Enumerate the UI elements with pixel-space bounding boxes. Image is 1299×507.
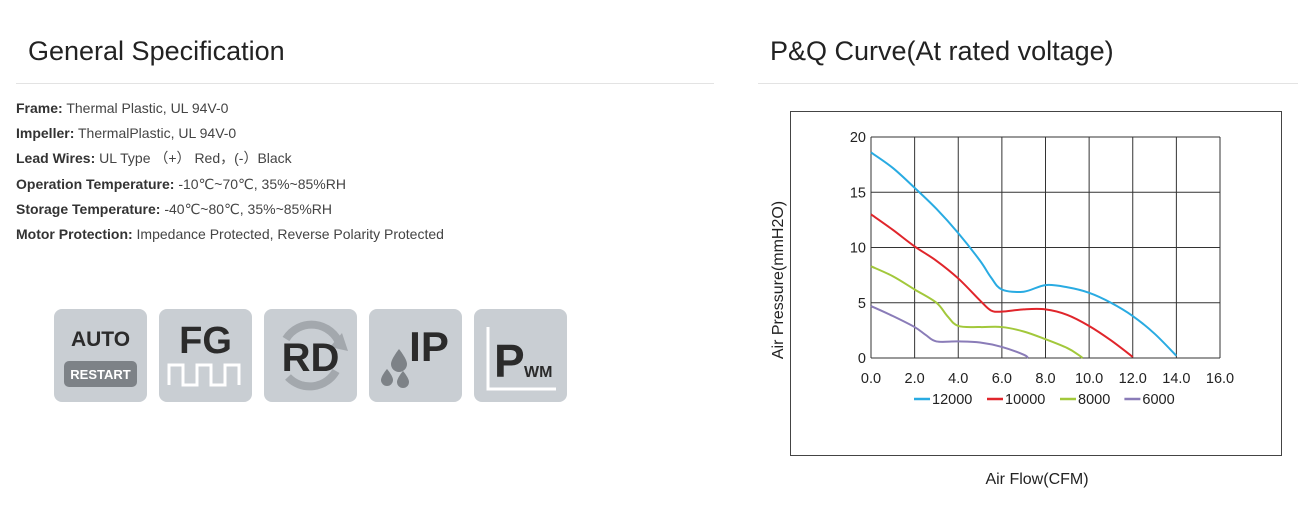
curve-divider: [758, 83, 1298, 84]
spec-divider: [16, 83, 714, 84]
ip-protection-icon: IP: [369, 309, 462, 402]
spec-row-operation-temperature: Operation Temperature: -10℃~70℃, 35%~85%…: [16, 174, 444, 199]
restart-plate: [64, 361, 137, 387]
pq-curve-chart: 0 5 10 15 20 0.0 2.0 4.0 6.0 8.0 10.0 12.0 14.0 16.0…: [770, 130, 1234, 488]
auto-restart-icon: AUTO RESTART: [54, 309, 147, 402]
y-tick-labels: 0 5 10 15 20: [850, 130, 866, 367]
spec-key: Storage Temperature:: [16, 200, 161, 217]
spec-key: Lead Wires:: [16, 150, 96, 167]
series-line-10000: [870, 213, 1134, 358]
legend-label-10000: 10000: [1005, 392, 1045, 408]
legend-label-8000: 8000: [1078, 392, 1110, 408]
spec-key: Motor Protection:: [16, 225, 133, 242]
series-line-8000: [870, 265, 1084, 359]
water-drop-small-icon: [381, 369, 393, 386]
chart-series: [870, 151, 1178, 359]
restart-text: RESTART: [70, 367, 130, 382]
y-tick-label: 15: [850, 185, 866, 201]
x-tick-label: 8.0: [1035, 371, 1055, 387]
x-tick-label: 14.0: [1162, 371, 1190, 387]
x-tick-label: 6.0: [992, 371, 1012, 387]
chart-grid: [870, 136, 1221, 359]
x-tick-label: 16.0: [1206, 371, 1234, 387]
feature-badges: AUTO RESTART FG RD IP P W: [54, 309, 567, 402]
y-tick-label: 5: [858, 296, 866, 312]
x-tick-label: 12.0: [1119, 371, 1147, 387]
y-axis-label: Air Pressure(mmH2O): [770, 201, 787, 359]
rd-rotation-detect-icon: RD: [264, 309, 357, 402]
series-line-12000: [870, 151, 1178, 357]
spec-row-frame: Frame: Thermal Plastic, UL 94V-0: [16, 98, 444, 123]
spec-value: Thermal Plastic, UL 94V-0: [62, 100, 229, 116]
spec-value: Impedance Protected, Reverse Polarity Pr…: [132, 225, 444, 242]
x-tick-label: 2.0: [905, 371, 925, 387]
spec-value: -10℃~70℃, 35%~85%RH: [174, 175, 346, 192]
rd-text: RD: [282, 336, 340, 380]
x-tick-labels: 0.0 2.0 4.0 6.0 8.0 10.0 12.0 14.0 16.0: [861, 371, 1234, 387]
pulse-wave: [167, 363, 241, 387]
x-axis-label: Air Flow(CFM): [985, 471, 1088, 488]
auto-text: AUTO: [71, 328, 130, 351]
water-drop-icon: [391, 349, 407, 372]
rotation-arc-bottom: [285, 368, 340, 391]
legend-label-6000: 6000: [1142, 392, 1174, 408]
arrow-head: [330, 333, 348, 351]
series-line-6000: [870, 305, 1029, 359]
spec-key: Frame:: [16, 100, 63, 116]
spec-row-motor-protection: Motor Protection: Impedance Protected, R…: [16, 224, 444, 249]
spec-list: Frame: Thermal Plastic, UL 94V-0 Impelle…: [16, 98, 444, 249]
spec-row-impeller: Impeller: ThermalPlastic, UL 94V-0: [16, 123, 444, 148]
spec-value: -40℃~80℃, 35%~85%RH: [160, 200, 332, 217]
fg-signal-icon: FG: [159, 309, 252, 402]
y-tick-label: 20: [850, 130, 866, 146]
chart-legend: 12000 10000 8000 6000: [914, 392, 1175, 408]
fg-text: FG: [179, 320, 232, 362]
spec-value: UL Type （+） Red，(-）Black: [95, 150, 292, 167]
water-drop-small-icon: [397, 371, 409, 388]
curve-section-title: P&Q Curve(At rated voltage): [770, 36, 1114, 66]
spec-row-lead-wires: Lead Wires: UL Type （+） Red，(-）Black: [16, 148, 444, 173]
chart-frame: [790, 111, 1282, 456]
ip-text: IP: [409, 323, 449, 370]
spec-key: Operation Temperature:: [16, 175, 175, 192]
pwm-wm-text: WM: [524, 364, 552, 381]
pwm-p-text: P: [494, 335, 525, 387]
x-tick-label: 0.0: [861, 371, 881, 387]
spec-value: ThermalPlastic, UL 94V-0: [74, 125, 237, 142]
x-tick-label: 4.0: [948, 371, 968, 387]
spec-section-title: General Specification: [28, 36, 285, 66]
x-tick-label: 10.0: [1075, 371, 1103, 387]
y-tick-label: 10: [850, 241, 866, 257]
pwm-control-icon: P WM: [474, 309, 567, 402]
legend-label-12000: 12000: [932, 392, 972, 408]
y-tick-label: 0: [858, 351, 866, 367]
rotation-arc-top: [282, 320, 344, 347]
pwm-axes: [486, 327, 556, 391]
spec-row-storage-temperature: Storage Temperature: -40℃~80℃, 35%~85%RH: [16, 199, 444, 224]
spec-key: Impeller:: [16, 125, 75, 142]
